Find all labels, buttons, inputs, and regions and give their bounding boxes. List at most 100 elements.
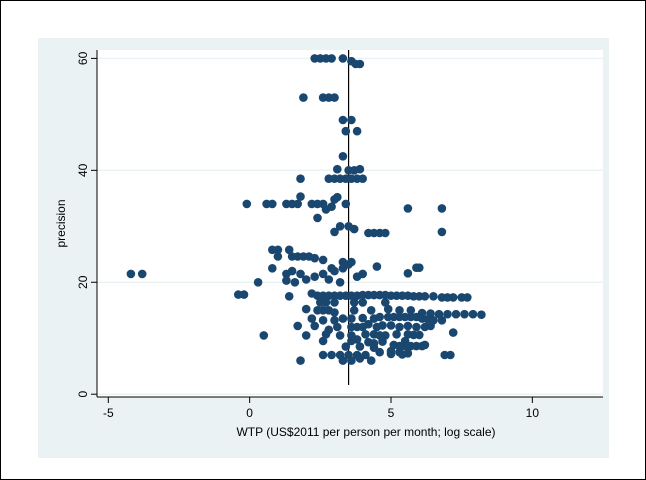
data-point bbox=[293, 321, 303, 331]
data-point bbox=[426, 321, 435, 331]
data-point bbox=[429, 292, 438, 301]
data-point bbox=[310, 253, 320, 263]
data-point bbox=[347, 336, 356, 346]
data-point bbox=[451, 309, 461, 319]
data-point bbox=[477, 310, 486, 320]
data-point bbox=[395, 306, 404, 315]
data-point bbox=[327, 350, 336, 360]
data-point bbox=[330, 298, 339, 307]
data-point bbox=[299, 93, 308, 102]
data-point bbox=[392, 330, 401, 339]
data-point bbox=[253, 278, 263, 287]
data-point bbox=[358, 174, 368, 183]
x-tick-label: 0 bbox=[246, 406, 253, 420]
data-point bbox=[338, 115, 348, 125]
data-point bbox=[349, 224, 359, 234]
data-point bbox=[310, 272, 320, 282]
data-point bbox=[338, 314, 348, 323]
y-tick-label: 20 bbox=[76, 275, 90, 289]
data-point bbox=[333, 192, 342, 202]
data-point bbox=[349, 306, 359, 315]
data-point bbox=[358, 269, 368, 279]
x-tick-label: -5 bbox=[103, 406, 114, 420]
data-point bbox=[372, 262, 382, 271]
data-point bbox=[355, 164, 365, 174]
data-points bbox=[126, 54, 486, 365]
data-point bbox=[364, 319, 373, 329]
data-point bbox=[284, 245, 294, 255]
data-point bbox=[361, 330, 370, 339]
data-point bbox=[341, 342, 351, 351]
data-point bbox=[378, 321, 387, 330]
data-point bbox=[327, 54, 336, 63]
data-point bbox=[443, 309, 452, 319]
data-point bbox=[335, 222, 345, 231]
y-axis-title: precision bbox=[54, 199, 68, 247]
data-point bbox=[321, 330, 331, 339]
data-point bbox=[355, 342, 365, 351]
data-point bbox=[282, 276, 291, 285]
data-point bbox=[378, 337, 387, 346]
data-point bbox=[403, 269, 413, 278]
data-point bbox=[259, 331, 269, 340]
data-point bbox=[273, 245, 283, 255]
data-point bbox=[301, 331, 311, 340]
y-tick-label: 40 bbox=[76, 163, 90, 177]
data-point bbox=[460, 309, 469, 319]
data-point bbox=[446, 350, 455, 360]
data-point bbox=[310, 321, 320, 331]
data-point bbox=[468, 309, 478, 319]
data-point bbox=[296, 269, 305, 279]
data-point bbox=[318, 269, 328, 279]
data-point bbox=[406, 306, 416, 315]
data-point bbox=[242, 199, 252, 209]
data-point bbox=[403, 321, 413, 331]
data-point bbox=[381, 228, 390, 238]
data-point bbox=[341, 199, 351, 209]
data-point bbox=[381, 298, 390, 307]
data-point bbox=[375, 347, 385, 357]
y-tick-label: 0 bbox=[76, 391, 90, 398]
data-point bbox=[318, 255, 328, 265]
data-point bbox=[335, 331, 345, 340]
data-point bbox=[403, 204, 413, 213]
data-point bbox=[296, 356, 305, 365]
data-point bbox=[338, 356, 348, 365]
data-point bbox=[347, 257, 356, 267]
data-point bbox=[437, 204, 447, 213]
y-tick-label: 60 bbox=[76, 51, 90, 65]
data-point bbox=[330, 93, 339, 102]
data-point bbox=[307, 314, 317, 323]
data-point bbox=[463, 293, 472, 302]
data-point bbox=[290, 278, 300, 287]
data-point bbox=[333, 164, 342, 174]
data-point bbox=[330, 308, 339, 317]
data-point bbox=[386, 321, 396, 330]
data-point bbox=[395, 322, 404, 332]
data-point bbox=[437, 227, 447, 237]
data-point bbox=[330, 266, 339, 276]
data-point bbox=[355, 59, 365, 69]
data-point bbox=[341, 126, 351, 136]
data-point bbox=[358, 313, 368, 323]
data-point bbox=[282, 269, 291, 279]
y-axis-ticks: 0 20 40 60 bbox=[76, 51, 97, 398]
data-point bbox=[313, 213, 322, 223]
data-point bbox=[301, 304, 311, 314]
x-axis-ticks: -5 0 5 10 bbox=[103, 397, 539, 420]
data-point bbox=[398, 350, 407, 359]
data-point bbox=[448, 328, 458, 337]
data-point bbox=[321, 298, 331, 307]
data-point bbox=[333, 322, 342, 332]
data-point bbox=[293, 199, 303, 209]
data-point bbox=[349, 298, 359, 307]
x-tick-label: 10 bbox=[526, 406, 540, 420]
data-point bbox=[296, 174, 305, 183]
data-point bbox=[126, 269, 136, 279]
x-axis-title: WTP (US$2011 per person per month; log s… bbox=[236, 425, 495, 439]
data-point bbox=[338, 152, 348, 161]
data-point bbox=[330, 227, 339, 237]
data-point bbox=[318, 336, 328, 346]
